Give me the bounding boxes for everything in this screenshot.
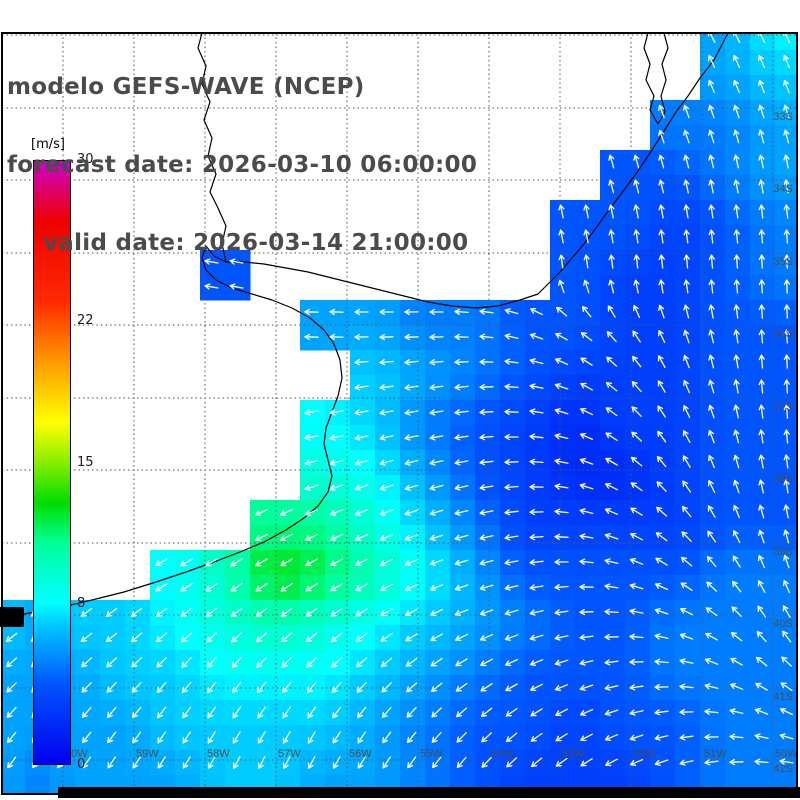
colorbar-tick-label: 0 <box>77 757 86 772</box>
lon-tick-label: 58W <box>207 748 230 760</box>
valid-date-label: valid date: 2026-03-14 21:00:00 <box>43 230 469 256</box>
lon-tick-label: 50W <box>775 748 798 760</box>
left-edge-land-patch <box>0 607 24 627</box>
lat-tick-label: 39S <box>773 546 793 558</box>
lat-tick-label: 40S <box>773 618 793 630</box>
lat-tick-label: 41S <box>773 691 793 703</box>
forecast-date-label: forecast date: 2026-03-10 06:00:00 <box>7 152 478 178</box>
coastline <box>0 32 729 619</box>
bottom-axis-bar <box>58 787 800 798</box>
colorbar-tick-label: 22 <box>77 313 94 329</box>
title-block: modelo GEFS-WAVE (NCEP) forecast date: 2… <box>7 22 477 308</box>
lat-tick-label: 38S <box>773 473 793 485</box>
lon-tick-label: 53W <box>562 748 585 760</box>
lat-tick-label: 33S <box>773 111 793 123</box>
lat-tick-label: 35S <box>773 256 793 268</box>
colorbar-tick-label: 15 <box>77 454 94 470</box>
colorbar-tick-label: 30 <box>77 152 94 167</box>
lon-tick-label: 59W <box>136 748 159 760</box>
lon-tick-label: 55W <box>420 748 443 760</box>
lon-tick-label: 52W <box>633 748 656 760</box>
lon-tick-label: 56W <box>349 748 372 760</box>
lat-tick-label: 36S <box>773 328 793 340</box>
lon-tick-label: 54W <box>491 748 514 760</box>
lat-tick-label: 34S <box>773 183 793 195</box>
lon-tick-label: 57W <box>278 748 301 760</box>
lon-tick-label: 51W <box>704 748 727 760</box>
model-title: modelo GEFS-WAVE (NCEP) <box>7 74 365 100</box>
colorbar-tick-label: 8 <box>77 595 86 611</box>
graticule-layer <box>2 33 797 794</box>
colorbar-unit-label: [m/s] <box>31 137 65 152</box>
lat-tick-label: 42S <box>773 763 793 775</box>
colorbar-gradient <box>33 160 71 765</box>
lat-tick-label: 37S <box>773 401 793 413</box>
